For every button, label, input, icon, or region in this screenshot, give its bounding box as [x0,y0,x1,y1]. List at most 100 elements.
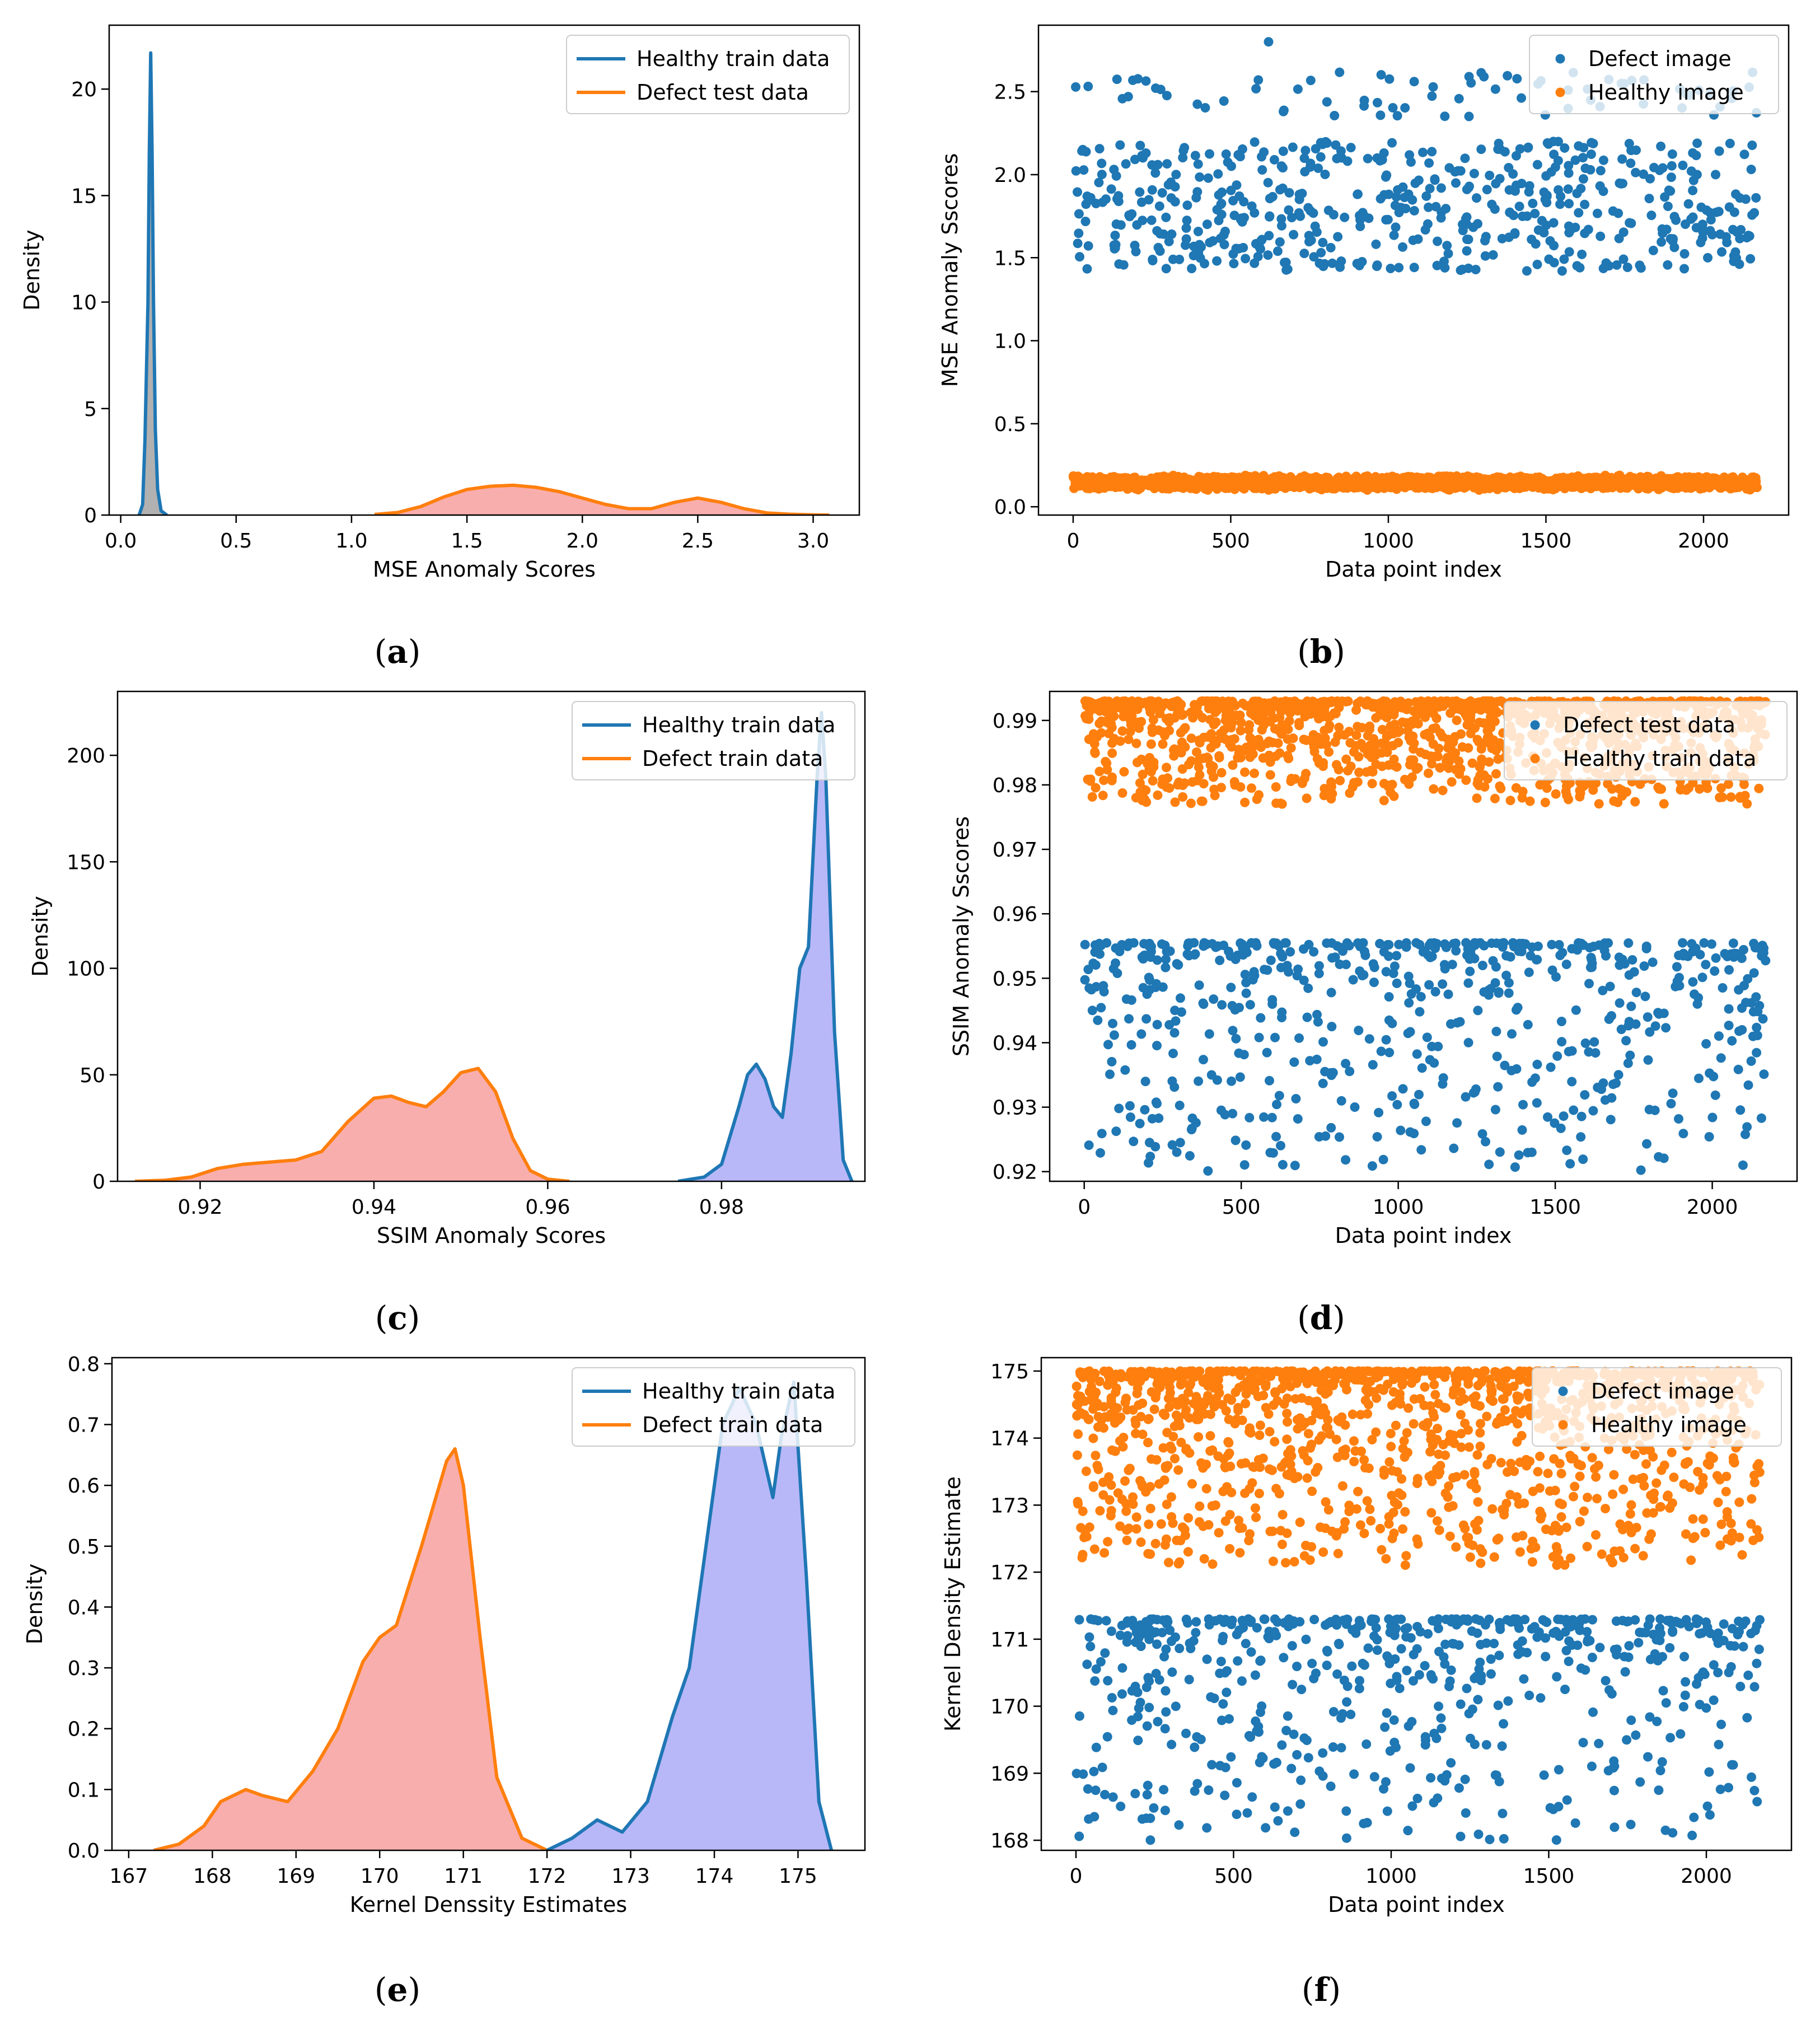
scatter-point [1211,717,1221,727]
scatter-point [1443,735,1453,745]
y-tick-label: 0.0 [994,496,1026,519]
scatter-point [1586,149,1596,159]
scatter-point [1308,730,1318,740]
scatter-point [1117,788,1127,798]
scatter-point [1663,202,1673,211]
scatter-point [1107,1056,1117,1067]
scatter-point [1363,731,1373,741]
scatter-point [1082,264,1092,274]
scatter-point [1351,705,1361,715]
scatter-point [1169,1082,1180,1092]
legend-label: Healthy image [1588,80,1744,105]
scatter-point [1578,1154,1588,1165]
scatter-point [1542,138,1552,148]
scatter-point [1397,479,1407,489]
scatter-point [1141,785,1151,796]
scatter-point [1320,733,1330,743]
plot-area-b [1068,37,1762,495]
scatter-point [1645,1027,1655,1037]
axes-frame-b [1037,24,1790,516]
scatter-point [1479,941,1489,951]
scatter-point [1460,153,1470,163]
scatter-point [1241,1399,1251,1409]
scatter-point [1724,1004,1734,1014]
scatter-point [1528,198,1538,208]
scatter-point [1217,783,1226,793]
scatter-point [1706,215,1716,225]
scatter-point [1107,772,1117,782]
scatter-point [1746,998,1756,1008]
scatter-point [1594,799,1604,809]
scatter-point [1299,153,1309,163]
chart-d: 0 500 1000 1500 20000.920.930.940.950.960.97… [949,690,1798,1248]
scatter-point [1103,1040,1113,1050]
scatter-point [1627,955,1637,965]
scatter-point [1241,254,1251,264]
scatter-point [1087,985,1097,995]
scatter-point [1140,1077,1150,1087]
scatter-point [1213,475,1223,485]
scatter-point [1414,1089,1424,1100]
scatter-point [1694,1073,1704,1083]
scatter-point [1293,706,1303,716]
scatter-point [1411,984,1421,994]
scatter-point [1231,1135,1241,1145]
scatter-point [1598,155,1608,165]
scatter-point [1111,171,1121,181]
scatter-point [1424,158,1434,168]
scatter-point [1096,1148,1105,1158]
axes-frame-e [111,1357,866,1851]
scatter-point [1286,743,1296,753]
legend-swatch [1555,54,1565,64]
scatter-point [1241,988,1251,998]
scatter-point [1270,1032,1280,1042]
kde-line-a-1 [374,483,830,515]
scatter-point [1546,1062,1556,1072]
scatter-point [1387,1091,1397,1101]
scatter-point [1493,1082,1503,1092]
scatter-point [1508,169,1518,179]
y-tick-label: 1.5 [994,247,1026,270]
scatter-point [1720,949,1730,958]
scatter-point [1382,732,1392,742]
scatter-point [1153,242,1163,252]
scatter-point [1466,473,1476,483]
scatter-point [1277,478,1287,488]
scatter-point [1167,229,1177,239]
scatter-point [1108,1018,1117,1028]
scatter-point [1073,238,1083,249]
scatter-point [1398,242,1407,252]
scatter-point [1587,962,1597,972]
scatter-point [1646,211,1657,221]
scatter-point [1241,743,1251,753]
scatter-point [1379,796,1389,806]
scatter-point [1678,938,1687,948]
scatter-point [1175,702,1185,712]
scatter-point [1514,202,1524,212]
scatter-point [1265,770,1275,780]
scatter-point [1623,1058,1633,1068]
scatter-point [1398,182,1408,192]
scatter-point [1184,760,1194,769]
scatter-point [1286,777,1296,786]
scatter-point [1257,165,1267,175]
scatter-point [1106,184,1116,194]
scatter-point [1454,93,1464,104]
scatter-point [1598,985,1608,995]
scatter-point [1193,227,1203,236]
scatter-point [1109,711,1119,721]
scatter-point [1189,938,1199,948]
scatter-point [1532,259,1542,269]
scatter-point [1576,184,1586,194]
scatter-point [1676,481,1686,491]
y-tick-label: 0.94 [993,1032,1037,1055]
scatter-point [1485,170,1495,180]
scatter-point [1409,755,1419,765]
scatter-point [1418,147,1428,157]
scatter-point [1477,754,1487,764]
scatter-point [1147,160,1157,170]
scatter-point [1412,482,1422,492]
scatter-series-d-1 [1080,938,1771,1176]
scatter-point [1661,1023,1671,1033]
